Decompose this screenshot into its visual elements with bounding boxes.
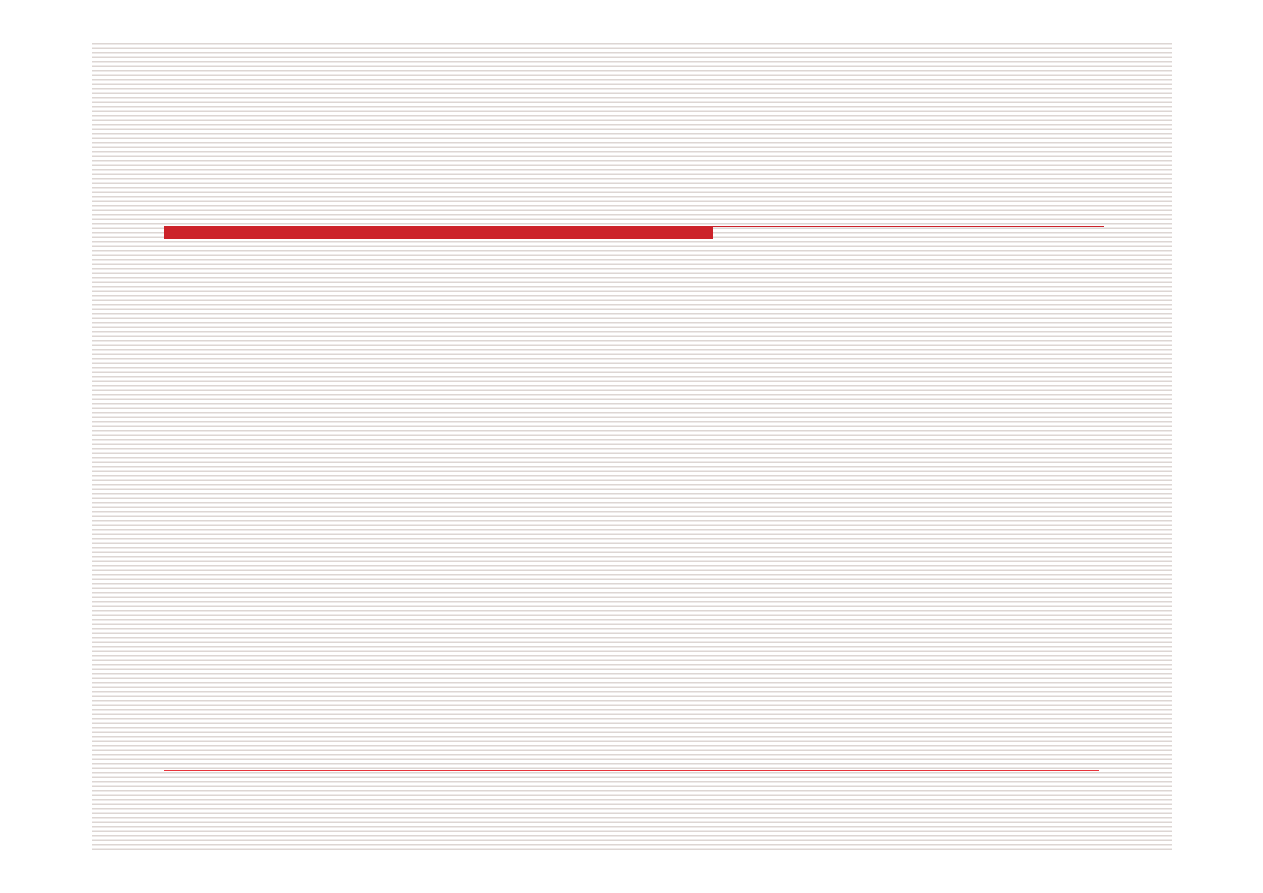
title-accent-bar xyxy=(164,226,713,239)
title-divider-line xyxy=(713,226,1104,227)
footer-divider-line xyxy=(164,770,1099,771)
slide-background xyxy=(92,43,1172,851)
